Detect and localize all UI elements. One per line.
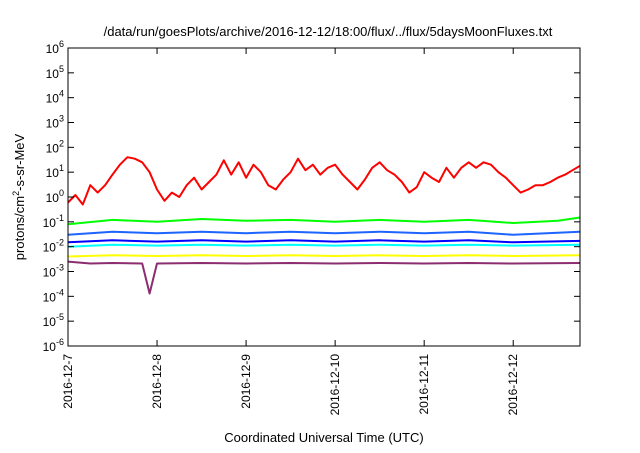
y-tick-base: 10 [43, 216, 57, 230]
y-axis-title-prefix: protons/cm [12, 196, 27, 260]
y-tick-base: 10 [46, 42, 60, 56]
y-tick-exp: 2 [59, 138, 64, 148]
y-tick-exp: -1 [56, 213, 64, 223]
y-tick-exp: 4 [59, 89, 64, 99]
x-axis-title: Coordinated Universal Time (UTC) [224, 430, 423, 445]
y-tick-label: 10-6 [43, 337, 64, 354]
series-line-6 [67, 254, 581, 258]
y-tick-base: 10 [43, 315, 57, 329]
series-line-4 [67, 230, 581, 236]
y-tick-label: 10-2 [43, 238, 64, 255]
y-tick-label: 10-5 [43, 312, 64, 329]
y-tick-label: 10-4 [43, 287, 64, 304]
chart-title: /data/run/goesPlots/archive/2016-12-12/1… [104, 24, 553, 39]
y-tick-exp: 1 [59, 163, 64, 173]
y-tick-base: 10 [46, 117, 60, 131]
y-tick-exp: 5 [59, 64, 64, 74]
y-tick-base: 10 [46, 67, 60, 81]
x-tick-label: 2016-12-8 [150, 354, 164, 409]
y-tick-base: 10 [43, 266, 57, 280]
y-tick-label: 104 [46, 89, 64, 106]
y-tick-base: 10 [43, 290, 57, 304]
series-line-1 [67, 156, 581, 206]
plot-frame [67, 47, 581, 347]
x-tick-label: 2016-12-9 [239, 354, 253, 409]
y-tick-label: 100 [46, 188, 64, 205]
y-tick-exp: -5 [56, 312, 64, 322]
y-tick-label: 102 [46, 138, 64, 155]
x-tick-label: 2016-12-12 [506, 354, 520, 416]
y-tick-exp: -2 [56, 238, 64, 248]
y-tick-base: 10 [43, 241, 57, 255]
y-tick-exp: 3 [59, 114, 64, 124]
y-tick-base: 10 [46, 92, 60, 106]
series-line-7 [67, 260, 581, 295]
x-tick-label: 2016-12-7 [61, 354, 75, 409]
y-axis: 10-610-510-410-310-210-11001011021031041… [43, 39, 580, 354]
y-axis-title-suffix: -s-sr-MeV [12, 133, 27, 190]
series-line-2 [67, 216, 581, 226]
y-tick-exp: 6 [59, 39, 64, 49]
x-axis: 2016-12-7 2016-12-8 2016-12-9 2016-12-10 201… [61, 48, 520, 415]
y-tick-label: 101 [46, 163, 64, 180]
y-tick-exp: -3 [56, 263, 64, 273]
y-tick-label: 103 [46, 114, 64, 131]
y-tick-label: 106 [46, 39, 64, 56]
y-axis-title-sup: 2 [11, 191, 21, 196]
y-tick-exp: -6 [56, 337, 64, 347]
y-tick-base: 10 [46, 166, 60, 180]
x-tick-label: 2016-12-11 [417, 354, 431, 415]
y-tick-base: 10 [46, 191, 60, 205]
y-tick-exp: 0 [59, 188, 64, 198]
y-tick-label: 105 [46, 64, 64, 81]
y-tick-exp: -4 [56, 287, 64, 297]
y-tick-label: 10-3 [43, 263, 64, 280]
series-line-3 [67, 243, 581, 248]
y-tick-label: 10-1 [43, 213, 64, 230]
y-tick-base: 10 [46, 141, 60, 155]
series-line-5 [67, 239, 581, 244]
series-layer [67, 156, 581, 295]
x-tick-label: 2016-12-10 [328, 354, 342, 416]
y-axis-title: protons/cm2-s-sr-MeV [11, 133, 27, 260]
y-tick-base: 10 [43, 340, 57, 354]
